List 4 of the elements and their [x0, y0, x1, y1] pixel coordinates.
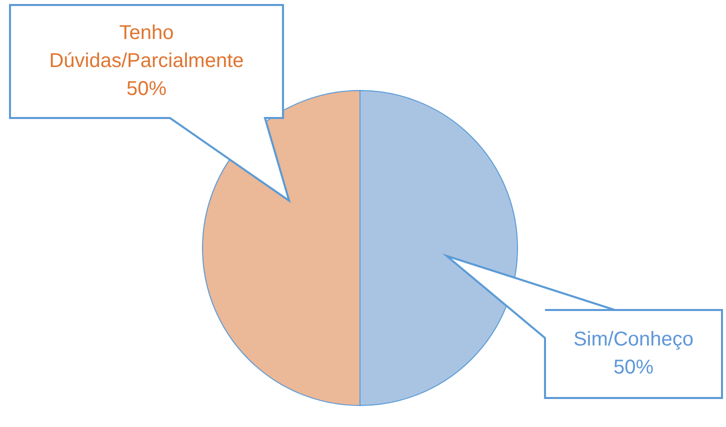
- data-label: 50%: [613, 356, 654, 379]
- slice-label: Tenho Dúvidas/Parcialmente: [49, 22, 244, 72]
- slice-label: Sim/Conheço: [573, 328, 694, 351]
- data-label: 50%: [126, 78, 167, 100]
